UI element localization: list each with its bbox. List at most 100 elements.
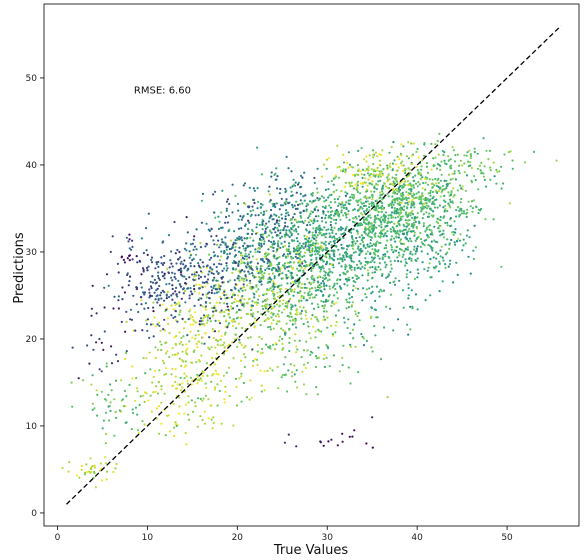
scatter-point bbox=[424, 196, 427, 199]
scatter-point bbox=[360, 332, 363, 336]
scatter-point bbox=[342, 161, 346, 164]
scatter-point bbox=[223, 310, 226, 314]
scatter-point bbox=[314, 215, 318, 218]
scatter-point bbox=[354, 287, 357, 290]
scatter-point bbox=[330, 193, 333, 196]
scatter-point bbox=[67, 470, 70, 473]
scatter-point bbox=[98, 337, 101, 341]
scatter-point bbox=[465, 234, 468, 237]
scatter-point bbox=[287, 293, 291, 296]
scatter-point bbox=[361, 274, 364, 277]
scatter-point bbox=[199, 275, 202, 279]
scatter-point bbox=[315, 250, 318, 253]
scatter-point bbox=[402, 183, 406, 186]
scatter-point bbox=[258, 275, 261, 279]
scatter-point bbox=[198, 283, 201, 286]
scatter-point bbox=[287, 369, 290, 372]
scatter-point bbox=[212, 421, 215, 425]
scatter-point bbox=[255, 258, 258, 261]
scatter-point bbox=[327, 440, 330, 443]
scatter-point bbox=[248, 221, 251, 224]
scatter-point bbox=[334, 212, 337, 215]
scatter-point bbox=[110, 345, 113, 348]
scatter-point bbox=[368, 287, 371, 290]
scatter-point bbox=[201, 399, 204, 402]
scatter-point bbox=[410, 224, 413, 228]
scatter-point bbox=[187, 418, 191, 421]
scatter-point bbox=[293, 290, 296, 293]
scatter-point bbox=[411, 216, 414, 219]
scatter-point bbox=[432, 210, 435, 213]
scatter-point bbox=[187, 318, 190, 321]
scatter-point bbox=[188, 294, 191, 297]
scatter-point bbox=[234, 333, 237, 336]
scatter-point bbox=[420, 241, 423, 244]
scatter-point bbox=[286, 302, 289, 305]
scatter-point bbox=[140, 303, 143, 306]
scatter-point bbox=[378, 290, 381, 293]
scatter-point bbox=[498, 170, 501, 173]
scatter-point bbox=[387, 195, 390, 198]
scatter-point bbox=[361, 168, 365, 171]
scatter-point bbox=[372, 173, 375, 176]
scatter-point bbox=[237, 322, 240, 325]
scatter-point bbox=[236, 345, 239, 348]
scatter-point bbox=[408, 212, 411, 215]
scatter-point bbox=[275, 298, 278, 302]
scatter-point bbox=[175, 302, 178, 305]
scatter-point bbox=[136, 261, 139, 264]
scatter-point bbox=[95, 312, 98, 315]
scatter-point bbox=[242, 353, 246, 356]
scatter-point bbox=[294, 313, 297, 316]
scatter-point bbox=[409, 271, 412, 274]
scatter-point bbox=[302, 322, 305, 326]
scatter-point bbox=[208, 270, 211, 273]
scatter-point bbox=[215, 234, 218, 237]
scatter-point bbox=[342, 168, 345, 171]
scatter-point bbox=[352, 280, 355, 283]
scatter-point bbox=[416, 216, 419, 219]
scatter-point bbox=[141, 329, 144, 332]
scatter-point bbox=[331, 231, 334, 234]
scatter-point bbox=[398, 233, 401, 236]
scatter-point bbox=[451, 177, 454, 180]
scatter-point bbox=[257, 288, 260, 291]
scatter-point bbox=[365, 252, 368, 255]
scatter-point bbox=[155, 263, 158, 266]
scatter-point bbox=[216, 340, 219, 343]
scatter-point bbox=[457, 205, 460, 209]
scatter-point bbox=[184, 403, 188, 406]
scatter-point bbox=[376, 169, 379, 172]
scatter-point bbox=[219, 255, 222, 258]
scatter-point bbox=[161, 359, 165, 362]
scatter-point bbox=[94, 486, 97, 489]
scatter-point bbox=[199, 415, 202, 418]
scatter-point bbox=[431, 190, 435, 194]
scatter-point bbox=[274, 231, 277, 234]
scatter-point bbox=[168, 295, 171, 299]
scatter-point bbox=[425, 165, 429, 168]
scatter-point bbox=[223, 333, 227, 336]
scatter-point bbox=[350, 231, 353, 234]
scatter-point bbox=[347, 199, 350, 202]
scatter-point bbox=[449, 167, 453, 170]
scatter-point bbox=[279, 267, 282, 270]
scatter-point bbox=[218, 295, 222, 298]
scatter-point bbox=[435, 257, 438, 260]
scatter-point bbox=[380, 200, 383, 203]
scatter-point bbox=[324, 236, 327, 239]
scatter-point bbox=[377, 180, 380, 183]
scatter-point bbox=[466, 229, 469, 232]
scatter-point bbox=[120, 379, 123, 382]
scatter-point bbox=[215, 309, 218, 312]
scatter-point bbox=[384, 266, 387, 269]
scatter-point bbox=[363, 158, 366, 161]
scatter-point bbox=[152, 375, 155, 378]
scatter-point bbox=[284, 187, 287, 190]
scatter-point bbox=[437, 153, 440, 156]
scatter-point bbox=[210, 271, 213, 275]
scatter-point bbox=[308, 264, 311, 267]
scatter-point bbox=[291, 203, 294, 206]
scatter-point bbox=[259, 202, 262, 205]
scatter-point bbox=[242, 381, 245, 385]
